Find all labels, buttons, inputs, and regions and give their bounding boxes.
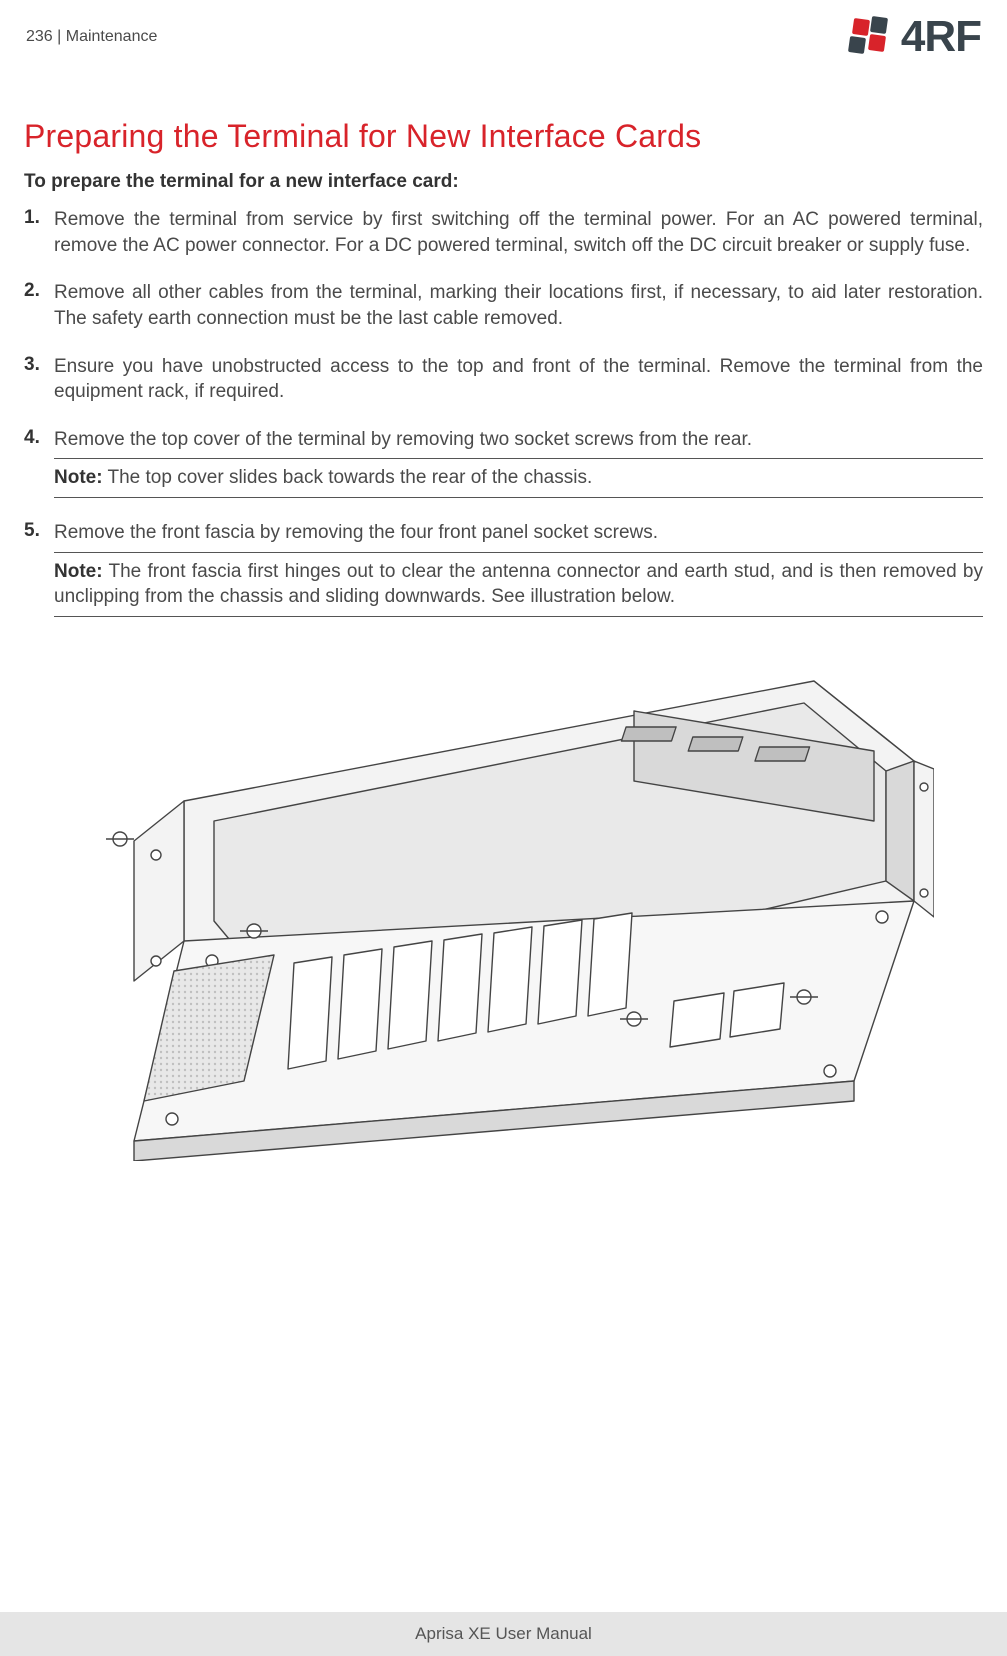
note-text: The front fascia first hinges out to cle… bbox=[54, 561, 983, 608]
steps-list: Remove the terminal from service by firs… bbox=[24, 207, 983, 617]
step-text: Remove the terminal from service by firs… bbox=[54, 207, 983, 258]
step-text: Remove the top cover of the terminal by … bbox=[54, 427, 983, 453]
step-item: Ensure you have unobstructed access to t… bbox=[24, 354, 983, 405]
step-item: Remove the top cover of the terminal by … bbox=[24, 427, 983, 498]
step-item: Remove all other cables from the termina… bbox=[24, 280, 983, 331]
note-box: Note: The top cover slides back towards … bbox=[54, 458, 983, 498]
note-text: The top cover slides back towards the re… bbox=[108, 467, 593, 488]
page-number: 236 bbox=[26, 28, 53, 45]
page-title: Preparing the Terminal for New Interface… bbox=[24, 118, 983, 155]
note-label: Note: bbox=[54, 561, 103, 582]
step-item: Remove the terminal from service by firs… bbox=[24, 207, 983, 258]
page-footer: Aprisa XE User Manual bbox=[0, 1612, 1007, 1656]
page-subtitle: To prepare the terminal for a new interf… bbox=[24, 171, 983, 193]
page-header: 236 | Maintenance 4RF bbox=[24, 12, 983, 62]
header-left: 236 | Maintenance bbox=[26, 28, 157, 46]
header-section: Maintenance bbox=[66, 28, 158, 45]
step-text: Ensure you have unobstructed access to t… bbox=[54, 354, 983, 405]
footer-text: Aprisa XE User Manual bbox=[415, 1624, 592, 1644]
step-text: Remove the front fascia by removing the … bbox=[54, 520, 983, 546]
note-label: Note: bbox=[54, 467, 103, 488]
chassis-illustration bbox=[74, 641, 934, 1161]
logo-squares-icon bbox=[847, 17, 891, 57]
page: 236 | Maintenance 4RF Preparing the Term… bbox=[0, 0, 1007, 1656]
step-item: Remove the front fascia by removing the … bbox=[24, 520, 983, 617]
header-separator: | bbox=[53, 28, 66, 45]
brand-logo: 4RF bbox=[847, 12, 981, 62]
note-box: Note: The front fascia first hinges out … bbox=[54, 552, 983, 617]
step-text: Remove all other cables from the termina… bbox=[54, 280, 983, 331]
logo-text: 4RF bbox=[901, 12, 981, 62]
